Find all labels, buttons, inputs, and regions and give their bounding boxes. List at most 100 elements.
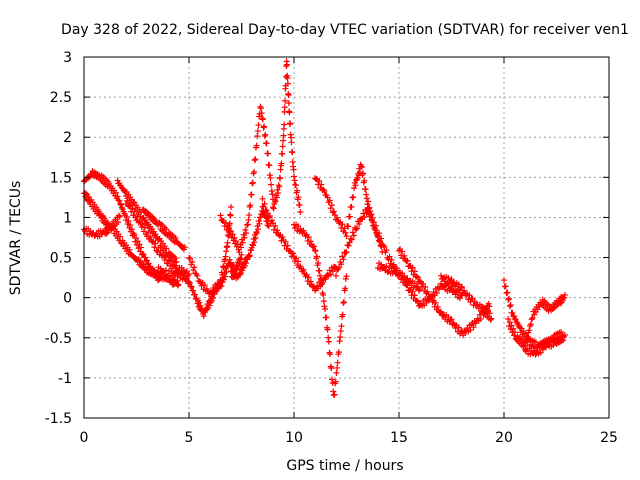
- data-point: [501, 277, 507, 284]
- data-point: [131, 232, 138, 239]
- data-point: [354, 225, 360, 232]
- data-point-fill: [447, 317, 454, 324]
- series-arc-j: [228, 203, 272, 282]
- y-axis-label: SDTVAR / TECUs: [8, 181, 24, 296]
- data-point-fill: [126, 246, 133, 253]
- data-point-fill: [313, 253, 320, 260]
- data-point: [438, 308, 444, 315]
- data-point-fill: [457, 284, 464, 291]
- data-point-fill: [227, 212, 234, 219]
- data-point: [417, 278, 423, 285]
- data-point-fill: [275, 189, 282, 196]
- data-point-fill: [414, 298, 421, 305]
- data-point-fill: [561, 294, 568, 301]
- data-point-fill: [330, 388, 337, 395]
- x-tick-label: 20: [495, 430, 513, 446]
- data-point-fill: [292, 182, 299, 189]
- data-point-fill: [300, 266, 307, 273]
- data-point-fill: [187, 283, 194, 290]
- data-point-fill: [337, 328, 344, 335]
- data-point-fill: [206, 302, 213, 309]
- data-point: [561, 291, 568, 298]
- data-point-fill: [327, 205, 334, 212]
- data-point-fill: [291, 177, 298, 184]
- series-arc-r: [438, 272, 495, 323]
- data-point-fill: [511, 329, 518, 336]
- data-point: [186, 279, 192, 286]
- data-point-fill: [145, 229, 152, 236]
- data-point-fill: [300, 227, 307, 234]
- data-point-fill: [348, 203, 355, 210]
- data-point-fill: [266, 172, 273, 179]
- data-point-fill: [157, 248, 164, 255]
- data-point-fill: [266, 162, 273, 169]
- data-point-fill: [210, 295, 217, 302]
- data-point: [217, 212, 224, 219]
- data-point-fill: [316, 178, 323, 185]
- data-point-fill: [310, 243, 317, 250]
- x-tick-label: 25: [600, 430, 618, 446]
- data-point-fill: [134, 238, 141, 245]
- data-point-fill: [246, 212, 253, 219]
- data-point: [358, 163, 365, 170]
- data-point-fill: [261, 123, 268, 130]
- data-point: [95, 208, 102, 215]
- data-point: [228, 228, 234, 235]
- data-point-fill: [180, 272, 187, 279]
- data-point-fill: [329, 376, 336, 383]
- data-point-fill: [286, 247, 293, 254]
- data-point-fill: [409, 288, 416, 295]
- data-point: [337, 334, 344, 341]
- data-point: [280, 132, 287, 139]
- data-point-fill: [279, 234, 286, 241]
- data-point-fill: [470, 324, 477, 331]
- data-point: [509, 309, 516, 316]
- data-point: [246, 252, 253, 259]
- data-point-fill: [329, 268, 336, 275]
- data-point-fill: [258, 105, 265, 112]
- data-point: [116, 213, 123, 220]
- data-point: [343, 273, 350, 280]
- data-point-fill: [282, 97, 289, 104]
- data-point-fill: [312, 248, 319, 255]
- data-point-fill: [296, 201, 303, 208]
- data-point-fill: [307, 278, 314, 285]
- data-point-fill: [229, 231, 236, 238]
- data-point-fill: [506, 319, 513, 326]
- data-point-fill: [283, 61, 290, 68]
- data-point-fill: [467, 298, 474, 305]
- data-point-fill: [124, 198, 131, 205]
- data-point-fill: [339, 253, 346, 260]
- data-point-fill: [450, 279, 457, 286]
- data-point-fill: [317, 272, 324, 279]
- data-point-fill: [409, 264, 416, 271]
- data-point-fill: [269, 191, 276, 198]
- data-point-fill: [267, 174, 274, 181]
- data-point-fill: [340, 299, 347, 306]
- data-point-fill: [332, 378, 339, 385]
- data-point-fill: [255, 218, 262, 225]
- data-point-fill: [286, 109, 293, 116]
- data-point-fill: [259, 116, 266, 123]
- data-point-fill: [147, 233, 154, 240]
- data-point: [228, 203, 234, 210]
- data-point-fill: [445, 313, 452, 320]
- data-point-fill: [381, 243, 388, 250]
- data-point-fill: [340, 256, 347, 263]
- data-point-fill: [243, 260, 250, 267]
- data-point-fill: [127, 222, 134, 229]
- data-point-fill: [455, 281, 462, 288]
- series-arc-l: [259, 195, 339, 294]
- data-point-fill: [241, 262, 248, 269]
- data-point-fill: [224, 239, 231, 246]
- data-point-fill: [505, 296, 512, 303]
- data-point-fill: [233, 238, 240, 245]
- data-point: [236, 249, 243, 256]
- data-point-fill: [264, 150, 271, 157]
- data-point-fill: [130, 199, 137, 206]
- series-arc-i: [217, 103, 276, 256]
- data-point-fill: [338, 261, 345, 268]
- data-point-fill: [249, 180, 256, 187]
- data-point: [459, 283, 465, 290]
- data-point-fill: [274, 227, 281, 234]
